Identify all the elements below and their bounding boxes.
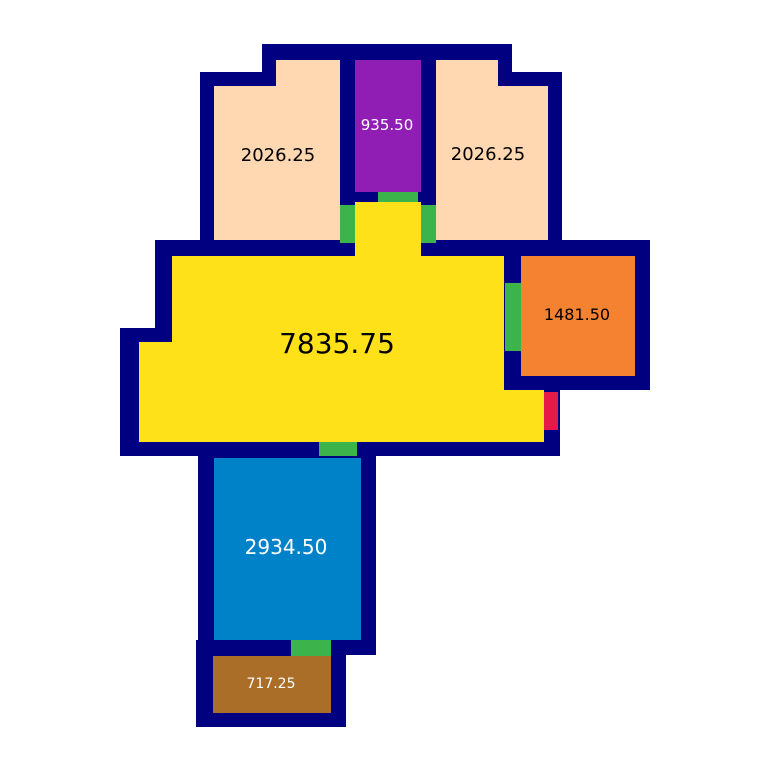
door-closet (378, 192, 418, 202)
room-bathroom (214, 458, 361, 640)
label-storage: 717.25 (247, 676, 296, 692)
door-storage (291, 640, 331, 656)
label-bedroom-left: 2026.25 (241, 145, 315, 166)
front-door (544, 392, 558, 430)
rooms (139, 60, 635, 713)
room-bedroom-left (214, 60, 340, 240)
label-bedroom-right: 2026.25 (451, 144, 525, 165)
door-bedroom-left (340, 205, 355, 243)
label-closet: 935.50 (361, 116, 414, 134)
room-living (139, 202, 544, 442)
door-bathroom (319, 442, 357, 456)
doors (291, 192, 558, 656)
room-bedroom-right (436, 60, 548, 240)
room-storage (213, 656, 331, 713)
door-bedroom-right (421, 205, 436, 243)
room-closet (355, 60, 421, 192)
area-labels: 2026.25 935.50 2026.25 7835.75 1481.50 2… (241, 116, 610, 692)
label-kitchen: 1481.50 (544, 305, 610, 324)
door-kitchen (505, 283, 521, 351)
label-living: 7835.75 (279, 327, 395, 360)
room-kitchen (521, 256, 635, 376)
label-bathroom: 2934.50 (245, 535, 328, 559)
